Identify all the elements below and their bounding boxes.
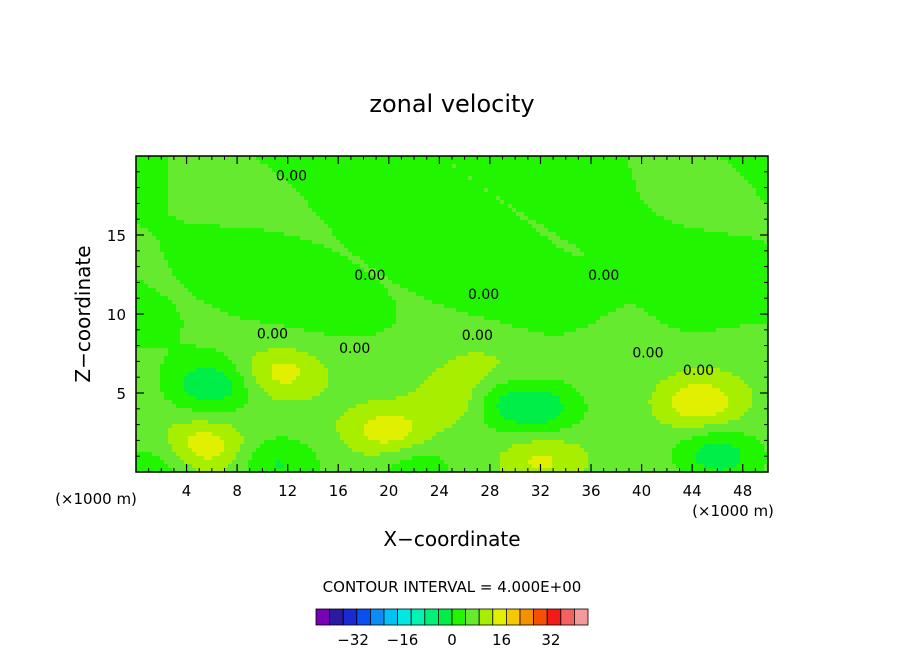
chart-title: zonal velocity <box>369 90 534 118</box>
x-axis-label: X−coordinate <box>383 527 520 551</box>
colorbar-swatch <box>505 608 521 626</box>
colorbar-tick-label: 16 <box>492 631 511 649</box>
colorbar-tick-label: 32 <box>541 631 560 649</box>
x-unit-label-left: (×1000 m) <box>55 490 137 508</box>
contour-label: 0.00 <box>588 268 619 284</box>
colorbar-tick-label: −32 <box>337 631 369 649</box>
y-tick-label: 10 <box>107 306 126 324</box>
contour-label: 0.00 <box>462 328 493 344</box>
colorbar-swatch <box>546 608 562 626</box>
colorbar-swatch <box>410 608 426 626</box>
x-unit-label-right: (×1000 m) <box>692 502 774 520</box>
contour-label: 0.00 <box>632 346 663 362</box>
x-tick-label: 4 <box>182 482 192 500</box>
colorbar <box>315 608 589 626</box>
colorbar-swatch <box>574 608 589 626</box>
colorbar-swatch <box>560 608 575 626</box>
x-tick-label: 28 <box>480 482 499 500</box>
colorbar-tick-labels: −32 −16 0 16 32 <box>337 631 560 649</box>
colorbar-swatch <box>383 608 399 626</box>
colorbar-swatch <box>519 608 535 626</box>
colorbar-swatch <box>342 608 358 626</box>
y-axis-ticks: 5 10 15 <box>107 171 768 457</box>
colorbar-swatch <box>356 608 371 626</box>
colorbar-swatch <box>329 608 344 626</box>
contour-interval-label: CONTOUR INTERVAL = 4.000E+00 <box>323 578 582 596</box>
contour-labels: 0.00 0.00 0.00 0.00 0.00 0.00 0.00 0.00 0.00 <box>257 169 714 379</box>
x-tick-label: 24 <box>430 482 449 500</box>
y-axis-label: Z−coordinate <box>71 245 95 382</box>
contour-field <box>136 156 768 472</box>
colorbar-swatch <box>437 608 453 626</box>
colorbar-swatch <box>533 608 548 626</box>
colorbar-swatch <box>397 608 412 626</box>
contour-label: 0.00 <box>276 169 307 185</box>
colorbar-swatch <box>424 608 439 626</box>
x-tick-label: 36 <box>581 482 600 500</box>
colorbar-tick-label: 0 <box>447 631 457 649</box>
contour-label: 0.00 <box>468 287 499 303</box>
x-tick-label: 8 <box>232 482 242 500</box>
colorbar-swatch <box>465 608 480 626</box>
contour-label: 0.00 <box>339 341 370 357</box>
colorbar-swatch <box>315 608 331 626</box>
x-tick-label: 16 <box>329 482 348 500</box>
colorbar-swatch <box>451 608 467 626</box>
x-tick-label: 44 <box>683 482 702 500</box>
x-tick-label: 12 <box>278 482 297 500</box>
colorbar-tick-label: −16 <box>387 631 419 649</box>
colorbar-swatch <box>478 608 494 626</box>
x-axis-ticks: 4 8 12 16 20 24 28 32 36 40 44 48 <box>148 156 756 500</box>
x-tick-label: 48 <box>733 482 752 500</box>
x-tick-label: 32 <box>531 482 550 500</box>
x-tick-label: 20 <box>379 482 398 500</box>
x-tick-label: 40 <box>632 482 651 500</box>
contour-label: 0.00 <box>683 363 714 379</box>
contour-label: 0.00 <box>354 268 385 284</box>
contour-label: 0.00 <box>257 327 288 343</box>
y-tick-label: 5 <box>116 385 126 403</box>
colorbar-swatch <box>369 608 385 626</box>
y-tick-label: 15 <box>107 227 126 245</box>
colorbar-swatch <box>492 608 507 626</box>
